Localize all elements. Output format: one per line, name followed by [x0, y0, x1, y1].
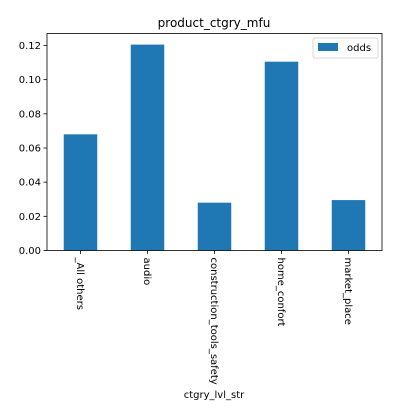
x-tick-label: construction_tools_safety — [208, 258, 219, 385]
bar-2 — [197, 202, 232, 251]
y-tick-label: 0.00 — [19, 246, 41, 257]
y-tick-label: 0.02 — [19, 212, 41, 223]
legend-label-odds: odds — [347, 43, 371, 54]
y-axis: 0.00 0.02 0.04 0.06 0.08 0.10 0.12 — [19, 41, 47, 257]
x-tick-label: market_place — [342, 258, 353, 325]
legend: odds — [312, 37, 379, 59]
x-tick-label: audio — [141, 258, 152, 286]
y-tick-label: 0.12 — [19, 41, 41, 52]
bar-1 — [130, 44, 165, 251]
bar-0 — [63, 134, 98, 251]
y-tick-label: 0.04 — [19, 178, 41, 189]
x-axis: _All others audio construction_tools_safet… — [74, 250, 353, 385]
bar-4 — [331, 200, 366, 251]
x-tick-label: home_confort — [275, 258, 286, 327]
chart-title: product_ctgry_mfu — [158, 16, 271, 30]
x-tick-label: _All others — [74, 257, 85, 310]
x-axis-title: ctgry_lvl_str — [184, 390, 245, 401]
y-tick-label: 0.10 — [19, 75, 41, 86]
y-tick-label: 0.08 — [19, 109, 41, 120]
bar-3 — [264, 61, 299, 251]
y-tick-label: 0.06 — [19, 143, 41, 154]
legend-swatch-odds — [318, 43, 338, 51]
plot-area — [63, 44, 366, 251]
